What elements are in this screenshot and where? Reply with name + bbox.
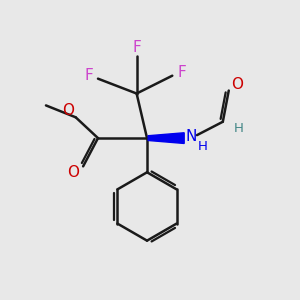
Text: F: F — [132, 40, 141, 55]
Text: O: O — [67, 165, 79, 180]
Text: F: F — [177, 65, 186, 80]
Polygon shape — [148, 133, 184, 143]
Text: H: H — [198, 140, 208, 153]
Text: N: N — [186, 129, 197, 144]
Text: O: O — [62, 103, 74, 118]
Text: O: O — [231, 76, 243, 92]
Text: F: F — [84, 68, 93, 83]
Text: H: H — [233, 122, 243, 135]
